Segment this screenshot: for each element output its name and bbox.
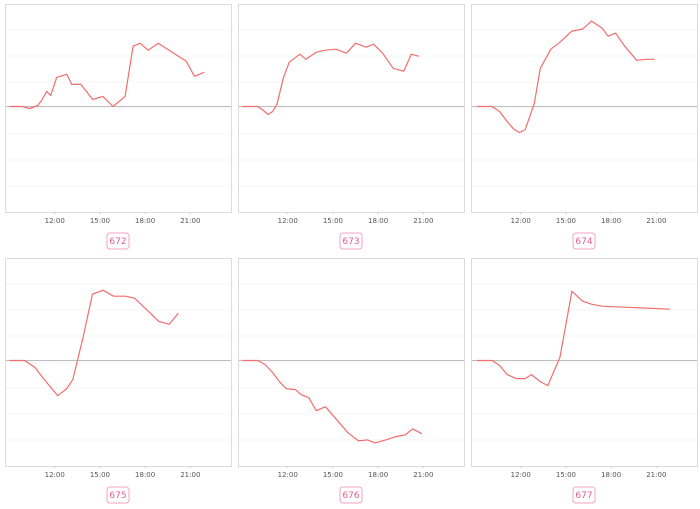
badge-label[interactable]: 677 xyxy=(575,491,592,501)
data-line xyxy=(477,20,655,134)
data-line xyxy=(9,42,205,110)
badge[interactable] xyxy=(339,486,363,504)
badge[interactable] xyxy=(339,232,363,250)
panel: 12:00 15:00 18:00 21:00 673 xyxy=(238,4,465,250)
x-tick-label: 12:00 xyxy=(511,217,531,225)
x-tick-label: 21:00 xyxy=(646,471,666,479)
badge-label[interactable]: 672 xyxy=(109,237,126,247)
x-tick-label: 18:00 xyxy=(368,217,388,225)
x-tick-label: 21:00 xyxy=(413,471,433,479)
panel: 12:00 15:00 18:00 21:00 674 xyxy=(471,4,698,250)
x-tick-label: 18:00 xyxy=(135,217,155,225)
x-tick-label: 15:00 xyxy=(323,217,343,225)
data-line xyxy=(477,290,670,387)
x-tick-label: 15:00 xyxy=(90,471,110,479)
badge[interactable] xyxy=(106,486,130,504)
badge-label[interactable]: 673 xyxy=(342,237,359,247)
x-tick-label: 12:00 xyxy=(278,217,298,225)
x-tick-label: 15:00 xyxy=(323,471,343,479)
x-tick-label: 18:00 xyxy=(368,471,388,479)
badge[interactable] xyxy=(106,232,130,250)
x-tick-label: 21:00 xyxy=(413,217,433,225)
x-tick-label: 12:00 xyxy=(511,471,531,479)
panel: 12:00 15:00 18:00 21:00 672 xyxy=(5,4,232,250)
data-line xyxy=(9,289,179,397)
panel: 12:00 15:00 18:00 21:00 676 xyxy=(238,258,465,504)
x-tick-label: 18:00 xyxy=(601,217,621,225)
x-tick-label: 18:00 xyxy=(135,471,155,479)
x-tick-label: 12:00 xyxy=(278,471,298,479)
badge[interactable] xyxy=(572,486,596,504)
x-tick-label: 15:00 xyxy=(556,471,576,479)
x-tick-label: 21:00 xyxy=(180,217,200,225)
x-tick-label: 15:00 xyxy=(90,217,110,225)
x-tick-label: 21:00 xyxy=(646,217,666,225)
x-tick-label: 12:00 xyxy=(45,217,65,225)
x-tick-label: 12:00 xyxy=(45,471,65,479)
data-line xyxy=(242,42,419,116)
data-line xyxy=(242,359,423,444)
panel: 12:00 15:00 18:00 21:00 677 xyxy=(471,258,698,504)
badge-label[interactable]: 676 xyxy=(342,491,359,501)
x-tick-label: 18:00 xyxy=(601,471,621,479)
badge-label[interactable]: 675 xyxy=(109,491,126,501)
badge-label[interactable]: 674 xyxy=(575,237,592,247)
badge[interactable] xyxy=(572,232,596,250)
panel: 12:00 15:00 18:00 21:00 675 xyxy=(5,258,232,504)
x-tick-label: 21:00 xyxy=(180,471,200,479)
x-tick-label: 15:00 xyxy=(556,217,576,225)
